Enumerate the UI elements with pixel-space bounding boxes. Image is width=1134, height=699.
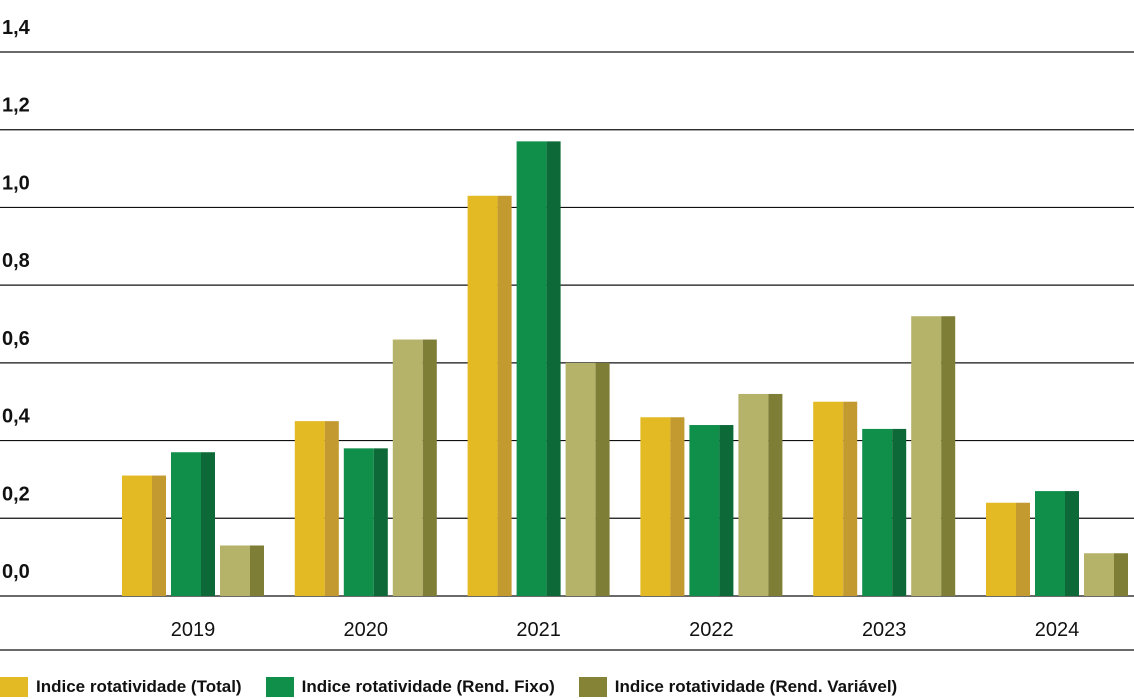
bar-face [862, 428, 893, 596]
bar-face [392, 339, 423, 596]
bar [1084, 553, 1128, 596]
x-axis-tick-labels: 2019 2020 2021 2022 2023 2024 [171, 619, 1080, 641]
bar-face [689, 425, 720, 596]
bar-chart: 0,0 0,2 0,4 0,6 0,8 1,0 1,2 1,4 2019 2020 2021 202… [0, 17, 1134, 651]
y-tick-label: 1,2 [2, 95, 30, 117]
bar-face [1084, 553, 1114, 596]
legend: Indice rotatividade (Total) Indice rotat… [0, 675, 921, 699]
bar [565, 362, 610, 596]
bar-face [640, 417, 671, 596]
legend-swatch-rend-fixo [265, 677, 294, 697]
bar-face [1035, 491, 1065, 596]
bar [392, 339, 437, 596]
bar-side [546, 141, 561, 596]
bar-face [565, 362, 596, 596]
bar-side [595, 362, 610, 596]
bar-side [941, 316, 956, 596]
bar [294, 421, 339, 596]
bars [122, 141, 1128, 596]
bar-face [343, 448, 374, 596]
bar [986, 502, 1030, 596]
x-tick-label: 2024 [1035, 619, 1080, 641]
bar [220, 545, 264, 596]
legend-label-rend-fixo: Indice rotatividade (Rend. Fixo) [301, 677, 555, 696]
y-tick-label: 0,2 [2, 483, 30, 505]
bar-side [1016, 502, 1030, 596]
y-tick-label: 0,0 [2, 561, 30, 583]
bar-side [1065, 491, 1079, 596]
legend-item-rend-fixo: Indice rotatividade (Rend. Fixo) [265, 677, 555, 697]
bar-face [122, 475, 152, 596]
bar [862, 428, 907, 596]
legend-label-total: Indice rotatividade (Total) [36, 677, 242, 696]
bar-face [294, 421, 325, 596]
bar-side [250, 545, 264, 596]
x-tick-label: 2023 [862, 619, 907, 641]
bar [813, 401, 858, 596]
y-tick-label: 0,6 [2, 328, 30, 350]
bar-face [911, 316, 942, 596]
legend-item-total: Indice rotatividade (Total) [0, 677, 242, 697]
legend-swatch-total [0, 677, 28, 697]
bar-face [516, 141, 547, 596]
x-tick-label: 2019 [171, 619, 216, 641]
bar-side [373, 448, 388, 596]
bar [911, 316, 956, 596]
bar-side [1114, 553, 1128, 596]
bar-side [201, 452, 215, 596]
bar [467, 195, 512, 596]
legend-label-rend-variavel: Indice rotatividade (Rend. Variável) [614, 677, 898, 696]
bar [640, 417, 685, 596]
bar [738, 393, 783, 596]
legend-swatch-rend-variavel [578, 677, 607, 697]
y-tick-label: 1,4 [2, 17, 31, 39]
bar [343, 448, 388, 596]
bar [689, 425, 734, 596]
bar-side [843, 401, 858, 596]
bar-face [986, 502, 1016, 596]
bar-face [813, 401, 844, 596]
bar [171, 452, 215, 596]
bar-face [171, 452, 201, 596]
x-tick-label: 2022 [689, 619, 734, 641]
bar-side [719, 425, 734, 596]
bar [122, 475, 166, 596]
bar-face [220, 545, 250, 596]
legend-item-rend-variavel: Indice rotatividade (Rend. Variável) [578, 677, 898, 697]
y-tick-label: 1,0 [2, 172, 30, 194]
bar-face [467, 195, 498, 596]
bar [1035, 491, 1079, 596]
x-tick-label: 2021 [516, 619, 561, 641]
bar-side [670, 417, 685, 596]
bar-side [422, 339, 437, 596]
bar-side [768, 393, 783, 596]
x-tick-label: 2020 [344, 619, 389, 641]
bar-side [152, 475, 166, 596]
bar-face [738, 393, 769, 596]
bar-side [497, 195, 512, 596]
bar [516, 141, 561, 596]
bar-side [892, 428, 907, 596]
y-tick-label: 0,8 [2, 250, 30, 272]
bar-side [324, 421, 339, 596]
y-axis-tick-labels: 0,0 0,2 0,4 0,6 0,8 1,0 1,2 1,4 [2, 17, 31, 583]
y-tick-label: 0,4 [2, 406, 31, 428]
